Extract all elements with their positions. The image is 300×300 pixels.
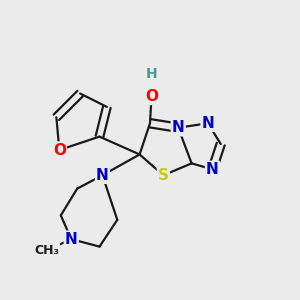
Text: O: O	[53, 142, 66, 158]
Text: N: N	[96, 168, 109, 183]
Text: H: H	[146, 67, 157, 81]
Text: O: O	[145, 89, 158, 104]
Text: N: N	[65, 232, 78, 247]
Text: N: N	[172, 120, 184, 135]
Text: N: N	[202, 116, 214, 131]
Text: S: S	[158, 168, 169, 183]
Text: N: N	[206, 162, 219, 177]
Text: CH₃: CH₃	[34, 244, 59, 257]
